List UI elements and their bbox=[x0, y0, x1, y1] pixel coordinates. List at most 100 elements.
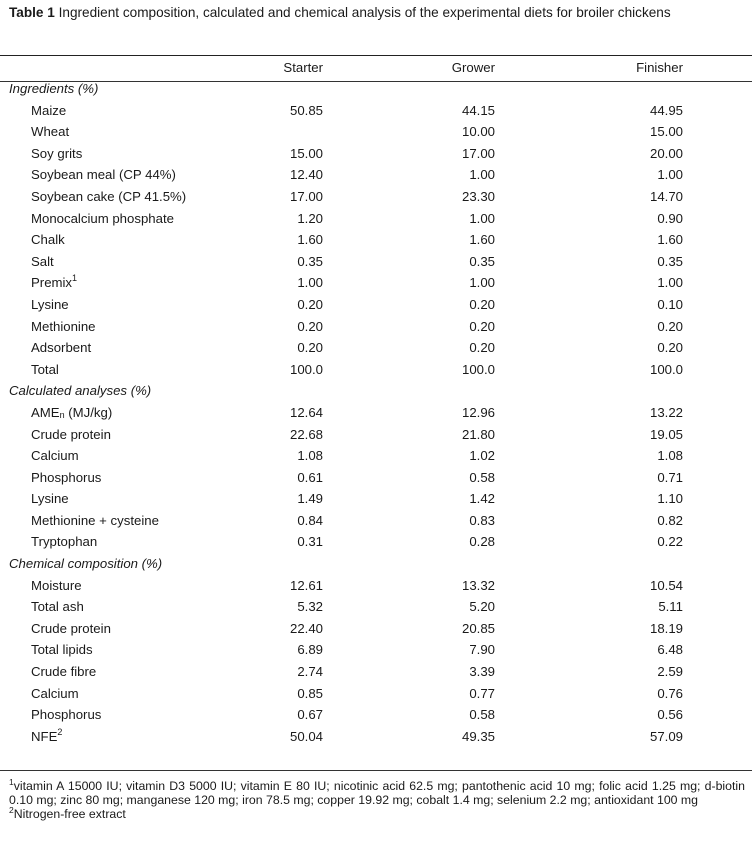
cell-grower: 1.02 bbox=[469, 448, 495, 464]
cell-grower: 13.32 bbox=[461, 577, 495, 593]
cell-finisher: 0.76 bbox=[657, 685, 683, 701]
table-row: Calcium 1.08 1.02 1.08 bbox=[0, 445, 752, 467]
cell-starter: 1.60 bbox=[297, 232, 323, 248]
footnotes: 1vitamin A 15000 IU; vitamin D3 5000 IU;… bbox=[9, 777, 745, 821]
cell-starter: 22.40 bbox=[289, 620, 323, 636]
cell-grower: 20.85 bbox=[461, 620, 495, 636]
row-label-text: Crude protein bbox=[31, 620, 111, 636]
row-label: AMEn (MJ/kg) bbox=[0, 402, 230, 424]
cell-finisher: 0.82 bbox=[657, 512, 683, 528]
table-row: Methionine + cysteine 0.84 0.83 0.82 bbox=[0, 510, 752, 532]
row-label: Methionine + cysteine bbox=[0, 510, 230, 532]
row-label: Soy grits bbox=[0, 143, 230, 165]
table-row: Phosphorus 0.61 0.58 0.71 bbox=[0, 467, 752, 489]
cell-starter: 5.32 bbox=[297, 599, 323, 615]
cell-starter: 0.84 bbox=[297, 512, 323, 528]
row-label-unit: (MJ/kg) bbox=[64, 404, 113, 420]
row-label: Soybean cake (CP 41.5%) bbox=[0, 186, 230, 208]
row-label: Premix1 bbox=[0, 272, 230, 294]
row-label-text: Crude fibre bbox=[31, 664, 97, 680]
cell-grower: 0.83 bbox=[469, 512, 495, 528]
cell-finisher: 2.59 bbox=[657, 664, 683, 680]
row-label: Monocalcium phosphate bbox=[0, 208, 230, 230]
row-label-text: AME bbox=[31, 404, 60, 420]
table-row: Total 100.0 100.0 100.0 bbox=[0, 359, 752, 381]
row-label: Calcium bbox=[0, 445, 230, 467]
cell-grower: 21.80 bbox=[461, 426, 495, 442]
row-label-text: Lysine bbox=[31, 296, 69, 312]
cell-grower: 23.30 bbox=[461, 188, 495, 204]
row-label-text: Wheat bbox=[31, 124, 70, 140]
row-label-text: Lysine bbox=[31, 491, 69, 507]
cell-finisher: 15.00 bbox=[649, 124, 683, 140]
cell-finisher: 0.20 bbox=[657, 340, 683, 356]
row-label: Lysine bbox=[0, 294, 230, 316]
section-title-calculated: Calculated analyses (%) bbox=[9, 383, 152, 399]
table-row: Methionine 0.20 0.20 0.20 bbox=[0, 316, 752, 338]
row-label-subscript: n bbox=[59, 409, 65, 420]
section-row-ingredients: Ingredients (%) bbox=[0, 78, 752, 100]
table-row: Premix1 1.00 1.00 1.00 bbox=[0, 272, 752, 294]
top-rule bbox=[0, 55, 752, 56]
cell-grower: 12.96 bbox=[461, 404, 495, 420]
footnote-marker: 2 bbox=[57, 726, 63, 737]
cell-grower: 49.35 bbox=[461, 728, 495, 744]
cell-grower: 17.00 bbox=[461, 145, 495, 161]
cell-finisher: 1.60 bbox=[657, 232, 683, 248]
row-label-text: NFE bbox=[31, 728, 58, 744]
cell-finisher: 19.05 bbox=[649, 426, 683, 442]
row-label: Soybean meal (CP 44%) bbox=[0, 164, 230, 186]
cell-finisher: 1.00 bbox=[657, 167, 683, 183]
header-starter: Starter bbox=[283, 60, 323, 75]
cell-finisher: 1.08 bbox=[657, 448, 683, 464]
cell-starter: 0.67 bbox=[297, 707, 323, 723]
cell-grower: 1.60 bbox=[469, 232, 495, 248]
table-label: Table 1 bbox=[9, 5, 55, 20]
caption-text: Ingredient composition, calculated and c… bbox=[54, 5, 671, 20]
cell-starter: 1.00 bbox=[297, 275, 323, 291]
row-label-text: Total lipids bbox=[31, 642, 93, 658]
cell-finisher: 0.35 bbox=[657, 253, 683, 269]
row-label-text: Phosphorus bbox=[31, 469, 102, 485]
header-rule bbox=[0, 81, 752, 82]
row-label-text: Monocalcium phosphate bbox=[31, 210, 174, 226]
cell-finisher: 57.09 bbox=[649, 728, 683, 744]
table-row: Lysine 1.49 1.42 1.10 bbox=[0, 488, 752, 510]
table-row: Soy grits 15.00 17.00 20.00 bbox=[0, 143, 752, 165]
row-label: Lysine bbox=[0, 488, 230, 510]
footnote-1-mark: 1 bbox=[9, 777, 14, 787]
row-label: Crude fibre bbox=[0, 661, 230, 683]
row-label: Total ash bbox=[0, 596, 230, 618]
footnote-marker: 1 bbox=[72, 273, 78, 284]
table-row: Soybean cake (CP 41.5%) 17.00 23.30 14.70 bbox=[0, 186, 752, 208]
section-row-chemical: Chemical composition (%) bbox=[0, 553, 752, 575]
cell-finisher: 0.90 bbox=[657, 210, 683, 226]
cell-finisher: 0.71 bbox=[657, 469, 683, 485]
cell-finisher: 6.48 bbox=[657, 642, 683, 658]
cell-grower: 0.28 bbox=[469, 534, 495, 550]
row-label: Crude protein bbox=[0, 618, 230, 640]
cell-grower: 1.00 bbox=[469, 210, 495, 226]
cell-starter: 0.20 bbox=[297, 340, 323, 356]
row-label-text: Calcium bbox=[31, 448, 79, 464]
table-row: Phosphorus 0.67 0.58 0.56 bbox=[0, 704, 752, 726]
row-label: Moisture bbox=[0, 575, 230, 597]
cell-starter: 0.31 bbox=[297, 534, 323, 550]
table-row: Total ash 5.32 5.20 5.11 bbox=[0, 596, 752, 618]
footnote-1: 1vitamin A 15000 IU; vitamin D3 5000 IU;… bbox=[9, 777, 745, 807]
row-label: Calcium bbox=[0, 683, 230, 705]
cell-grower: 7.90 bbox=[469, 642, 495, 658]
row-label-text: Methionine bbox=[31, 318, 96, 334]
row-label-text: Chalk bbox=[31, 232, 65, 248]
row-label-text: Soy grits bbox=[31, 145, 83, 161]
cell-grower: 0.20 bbox=[469, 318, 495, 334]
cell-starter: 12.64 bbox=[289, 404, 323, 420]
row-label-text: Premix bbox=[31, 275, 73, 291]
cell-starter: 0.20 bbox=[297, 296, 323, 312]
row-label: Total bbox=[0, 359, 230, 381]
row-label: Phosphorus bbox=[0, 467, 230, 489]
bottom-rule bbox=[0, 770, 752, 771]
cell-starter: 1.49 bbox=[297, 491, 323, 507]
row-label-text: Maize bbox=[31, 102, 67, 118]
table-row: Lysine 0.20 0.20 0.10 bbox=[0, 294, 752, 316]
